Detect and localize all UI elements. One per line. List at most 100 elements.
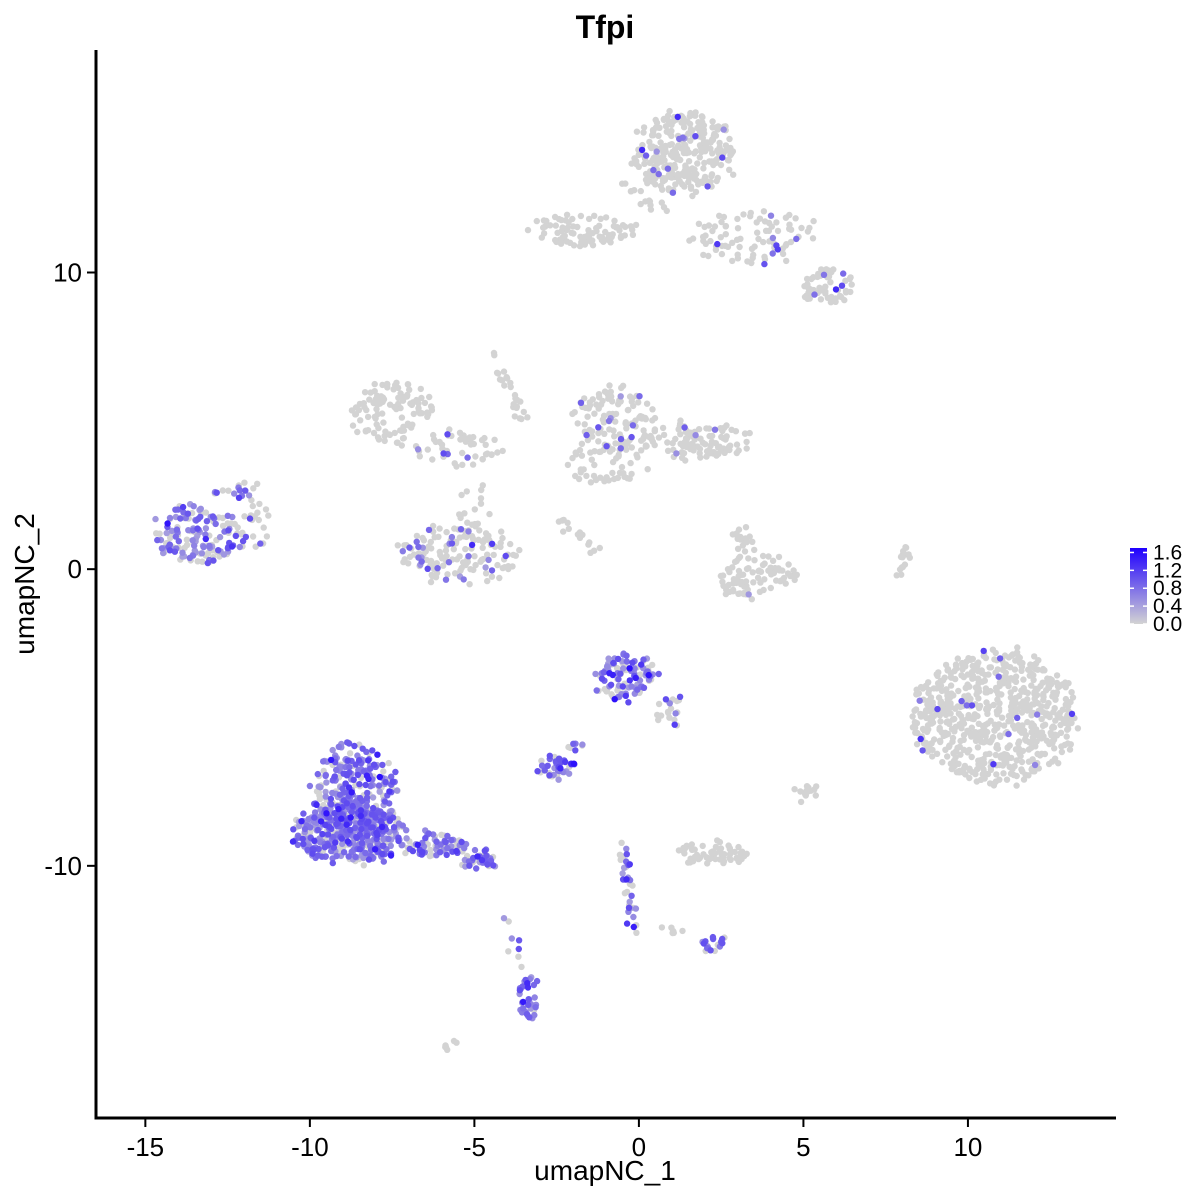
data-point (406, 553, 414, 560)
data-point (635, 163, 642, 170)
data-point (448, 540, 456, 547)
data-point (974, 712, 981, 720)
data-point (367, 765, 374, 772)
data-point (304, 846, 311, 854)
data-point (508, 935, 515, 942)
data-point (689, 235, 697, 242)
data-point (801, 293, 809, 301)
data-point (733, 236, 741, 243)
data-point (572, 449, 579, 456)
data-point (597, 215, 604, 222)
data-point (740, 590, 748, 598)
data-point (956, 721, 963, 728)
data-point (357, 812, 364, 819)
data-point (498, 528, 505, 535)
data-point (909, 713, 916, 720)
data-point (825, 267, 833, 274)
data-point (433, 838, 440, 845)
data-point (722, 242, 729, 249)
data-point (627, 223, 635, 230)
data-point (981, 677, 988, 684)
data-point (1020, 676, 1027, 683)
data-point (212, 520, 219, 528)
data-point (1051, 755, 1059, 762)
data-point (1030, 676, 1037, 684)
data-point (1009, 651, 1016, 658)
data-point (375, 436, 383, 443)
data-point (1057, 721, 1064, 729)
data-point (431, 534, 438, 541)
data-point (402, 849, 409, 857)
data-point (681, 845, 689, 852)
data-point (612, 418, 619, 425)
y-axis-label: umapNC_2 (9, 513, 40, 655)
data-point (591, 461, 598, 469)
data-point (729, 148, 737, 155)
data-point (1051, 745, 1058, 752)
data-point (655, 170, 662, 178)
data-point (700, 851, 707, 858)
data-point (658, 199, 665, 206)
data-point (700, 940, 707, 947)
data-point (832, 286, 840, 293)
data-point (350, 776, 357, 783)
data-point (709, 150, 716, 157)
data-point (546, 752, 553, 759)
data-point (603, 663, 611, 670)
data-point (356, 781, 363, 788)
data-point (691, 169, 698, 177)
data-point (655, 434, 663, 441)
data-point (847, 288, 854, 296)
data-point (760, 238, 767, 246)
data-point (692, 109, 699, 116)
data-point (327, 756, 335, 764)
data-point (476, 527, 483, 534)
data-point (425, 830, 432, 837)
data-point (671, 721, 678, 728)
data-point (705, 252, 712, 260)
data-point (704, 860, 711, 867)
data-point (974, 766, 981, 773)
data-point (171, 548, 179, 555)
data-point (174, 506, 182, 513)
data-point (1005, 679, 1012, 687)
data-point (380, 768, 387, 775)
data-point (430, 436, 438, 443)
data-point (490, 551, 497, 559)
data-point (767, 212, 775, 219)
data-point (632, 674, 639, 682)
data-point (676, 156, 683, 163)
data-point (968, 753, 975, 761)
data-point (370, 429, 378, 437)
data-point (726, 855, 733, 862)
data-point (664, 439, 671, 446)
data-point (400, 427, 408, 434)
data-point (606, 426, 613, 433)
data-point (717, 234, 724, 241)
data-point (596, 544, 603, 552)
data-point (1030, 671, 1037, 679)
data-point (636, 414, 643, 421)
data-point (524, 414, 531, 421)
data-point (640, 129, 647, 136)
data-point (543, 217, 550, 225)
data-point (595, 424, 602, 431)
data-point (601, 430, 608, 437)
data-point (335, 743, 342, 750)
data-point (382, 428, 389, 435)
data-point (552, 222, 559, 229)
data-point (385, 759, 392, 767)
data-point (736, 243, 743, 251)
data-point (615, 676, 622, 683)
data-point (323, 779, 330, 786)
data-point (707, 237, 714, 245)
data-point (1022, 771, 1029, 778)
data-point (626, 861, 633, 868)
data-point (757, 568, 765, 575)
data-point (314, 826, 322, 834)
data-point (720, 126, 727, 133)
data-point (565, 525, 572, 532)
data-point (1032, 743, 1039, 750)
data-point (1066, 746, 1074, 753)
data-point (722, 147, 730, 154)
